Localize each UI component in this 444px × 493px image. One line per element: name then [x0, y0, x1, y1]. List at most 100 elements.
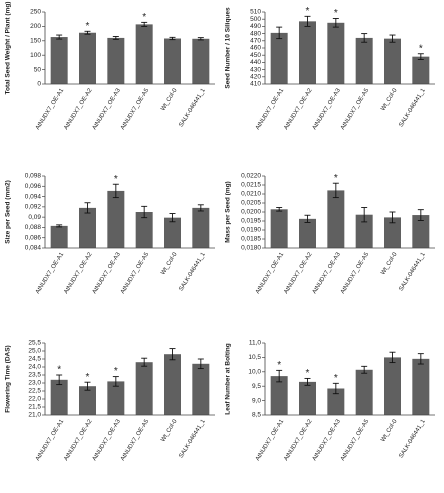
y-tick-label: 21,0 — [28, 412, 41, 419]
y-tick-label: 0 — [37, 81, 41, 88]
bar — [327, 22, 345, 84]
x-tick-label: Wt_Col-0 — [380, 87, 399, 112]
significance: * — [334, 373, 338, 384]
panel: Flowering Time (DAS) 21,021,522,022,523,0… — [5, 340, 215, 462]
y-tick-label: 23,0 — [28, 380, 41, 387]
y-tick-label: 420 — [250, 74, 261, 81]
x-tick-label: Wt_Col-0 — [380, 251, 399, 276]
x-tick-label: AtNUDX7_OE-A5 — [340, 87, 371, 131]
y-axis-label: Seed Number / 10 Siliques — [225, 7, 232, 89]
bar — [384, 217, 401, 248]
x-tick-label: AtNUDX7_OE-A2 — [283, 251, 314, 295]
significance: * — [86, 21, 90, 32]
bar — [164, 217, 181, 248]
x-tick-label: AtNUDX7_OE-A5 — [120, 418, 151, 462]
bar — [79, 386, 96, 415]
y-tick-label: 23,5 — [28, 372, 41, 379]
y-tick-label: 10,5 — [248, 354, 261, 361]
y-tick-label: 500 — [250, 16, 261, 23]
x-tick-label: AtNUDX7_OE-A3 — [92, 87, 123, 131]
y-tick-label: 0,086 — [25, 234, 42, 241]
y-tick-label: 0,0215 — [241, 182, 261, 189]
y-axis-label: Leaf Number at Bolting — [225, 343, 232, 415]
y-tick-label: 0,0180 — [241, 245, 261, 252]
y-tick-label: 0,0195 — [241, 218, 261, 225]
bar — [164, 354, 181, 415]
x-tick-label: AtNUDX7_OE-A3 — [312, 418, 343, 462]
significance: * — [57, 365, 61, 376]
y-axis-label: Size per Seed (mm2) — [5, 180, 12, 244]
x-tick-label: SALK-046441_1 — [178, 251, 207, 292]
y-tick-label: 9,5 — [252, 383, 261, 390]
y-tick-label: 8,5 — [252, 412, 261, 419]
panel: Mass per Seed (mg) 0,0180 0,0185 0,0190 0,01… — [225, 173, 435, 295]
x-tick-label: AtNUDX7_OE-A1 — [35, 418, 66, 462]
y-tick-label: 24,5 — [28, 356, 41, 363]
y-tick-label: 0,0205 — [241, 200, 261, 207]
significance: * — [86, 372, 90, 383]
bar — [192, 207, 210, 248]
bar — [79, 207, 96, 248]
bar — [50, 379, 68, 415]
bar — [50, 225, 68, 248]
bar — [412, 215, 430, 248]
bar — [299, 21, 316, 84]
panel: Seed Number / 10 Siliques 410420430440450… — [225, 6, 435, 131]
y-tick-label: 11,0 — [249, 340, 262, 347]
x-tick-label: AtNUDX7_OE-A3 — [92, 418, 123, 462]
x-tick-label: SALK-046441_1 — [398, 251, 427, 292]
x-tick-label: AtNUDX7_OE-A3 — [312, 87, 343, 131]
y-tick-label: 490 — [250, 23, 261, 30]
x-tick-label: AtNUDX7_OE-A5 — [340, 418, 371, 462]
bar — [327, 388, 345, 415]
x-tick-label: SALK-046441_1 — [178, 87, 207, 128]
x-tick-label: AtNUDX7_OE-A2 — [63, 418, 94, 462]
bar — [192, 363, 210, 415]
y-tick-label: 22,5 — [28, 388, 41, 395]
bar — [412, 358, 430, 415]
significance: * — [114, 366, 118, 377]
y-tick-label: 450 — [250, 52, 261, 59]
significance: * — [114, 174, 118, 185]
significance: * — [334, 173, 338, 184]
significance: * — [277, 360, 281, 371]
bar — [270, 32, 288, 84]
y-tick-label: 22,0 — [28, 396, 41, 403]
y-tick-label: 0,09 — [28, 214, 41, 221]
y-tick-label: 440 — [250, 59, 261, 66]
x-tick-label: AtNUDX7_OE-A2 — [283, 418, 314, 462]
significance: * — [334, 8, 338, 19]
y-tick-label: 0,0210 — [241, 191, 261, 198]
y-tick-label: 50 — [34, 66, 42, 73]
y-tick-label: 21,5 — [28, 404, 41, 411]
bar — [355, 37, 373, 84]
y-axis-label: Total Seed Weight / Plant (mg) — [5, 2, 12, 95]
bar — [50, 37, 68, 84]
x-tick-label: AtNUDX7_OE-A1 — [35, 87, 66, 131]
bar — [299, 381, 316, 415]
x-tick-label: AtNUDX7_OE-A1 — [255, 87, 286, 131]
bar — [327, 190, 345, 248]
bar — [299, 218, 316, 248]
y-tick-label: 150 — [30, 38, 41, 45]
bar — [135, 362, 153, 415]
y-axis-label: Flowering Time (DAS) — [5, 345, 12, 412]
bar — [164, 38, 181, 84]
significance: * — [306, 368, 310, 379]
y-tick-label: 0,0185 — [241, 236, 261, 243]
y-tick-label: 410 — [250, 81, 261, 88]
y-tick-label: 0,0190 — [241, 227, 261, 234]
x-tick-label: SALK-046441_1 — [178, 418, 207, 459]
x-tick-label: Wt_Col-0 — [380, 418, 399, 443]
y-tick-label: 0,098 — [25, 173, 42, 180]
y-tick-label: 100 — [30, 52, 41, 59]
x-tick-label: Wt_Col-0 — [160, 251, 179, 276]
bar — [107, 37, 125, 84]
bar — [384, 38, 401, 84]
bar — [192, 38, 210, 84]
panel: Size per Seed (mm2) 0,084 0,086 0,088 0,09 0,… — [5, 173, 215, 295]
y-tick-label: 0,096 — [25, 183, 42, 190]
bar — [135, 24, 153, 84]
x-tick-label: AtNUDX7_OE-A1 — [255, 418, 286, 462]
x-tick-label: SALK-046441_1 — [398, 418, 427, 459]
